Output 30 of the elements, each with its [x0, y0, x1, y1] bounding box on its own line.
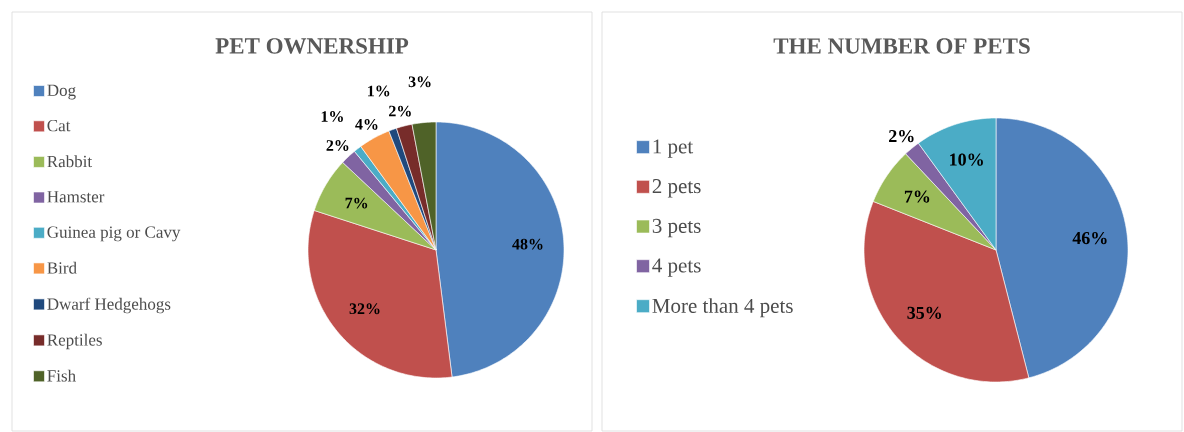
- legend-label: 3 pets: [652, 218, 701, 238]
- data-label: 7%: [904, 190, 930, 203]
- data-label: 2%: [326, 140, 349, 151]
- data-label: 35%: [907, 306, 942, 319]
- data-label: 4%: [355, 118, 378, 130]
- legend-label: Hamster: [47, 191, 105, 203]
- data-label: 10%: [950, 153, 983, 166]
- legend-label: 1 pet: [653, 139, 694, 158]
- legend-label: Reptiles: [47, 333, 102, 350]
- data-label: 7%: [345, 197, 368, 209]
- data-label: 32%: [349, 303, 380, 315]
- chart-title: PET OWNERSHIP: [215, 38, 409, 54]
- data-label: 1%: [321, 111, 343, 122]
- legend-label: Fish: [47, 369, 76, 382]
- data-label: 2%: [889, 129, 914, 143]
- legend-label: Dwarf Hedgehogs: [47, 297, 171, 314]
- legend-label: Dog: [47, 84, 76, 100]
- legend-label: Guinea pig or Cavy: [47, 226, 181, 242]
- chart-title: THE NUMBER OF PETS: [773, 38, 1030, 54]
- data-label: 2%: [389, 105, 411, 117]
- data-label: 48%: [512, 238, 543, 250]
- legend-label: 2 pets: [652, 179, 701, 198]
- legend-label: Bird: [47, 261, 77, 274]
- data-label: 1%: [368, 85, 390, 97]
- legend-label: Rabbit: [47, 155, 93, 168]
- legend-label: Cat: [47, 119, 71, 132]
- data-label: 3%: [408, 76, 431, 88]
- legend-label: 4 pets: [652, 258, 701, 277]
- data-label: 46%: [1072, 231, 1107, 245]
- legend-label: More than 4 pets: [652, 298, 793, 318]
